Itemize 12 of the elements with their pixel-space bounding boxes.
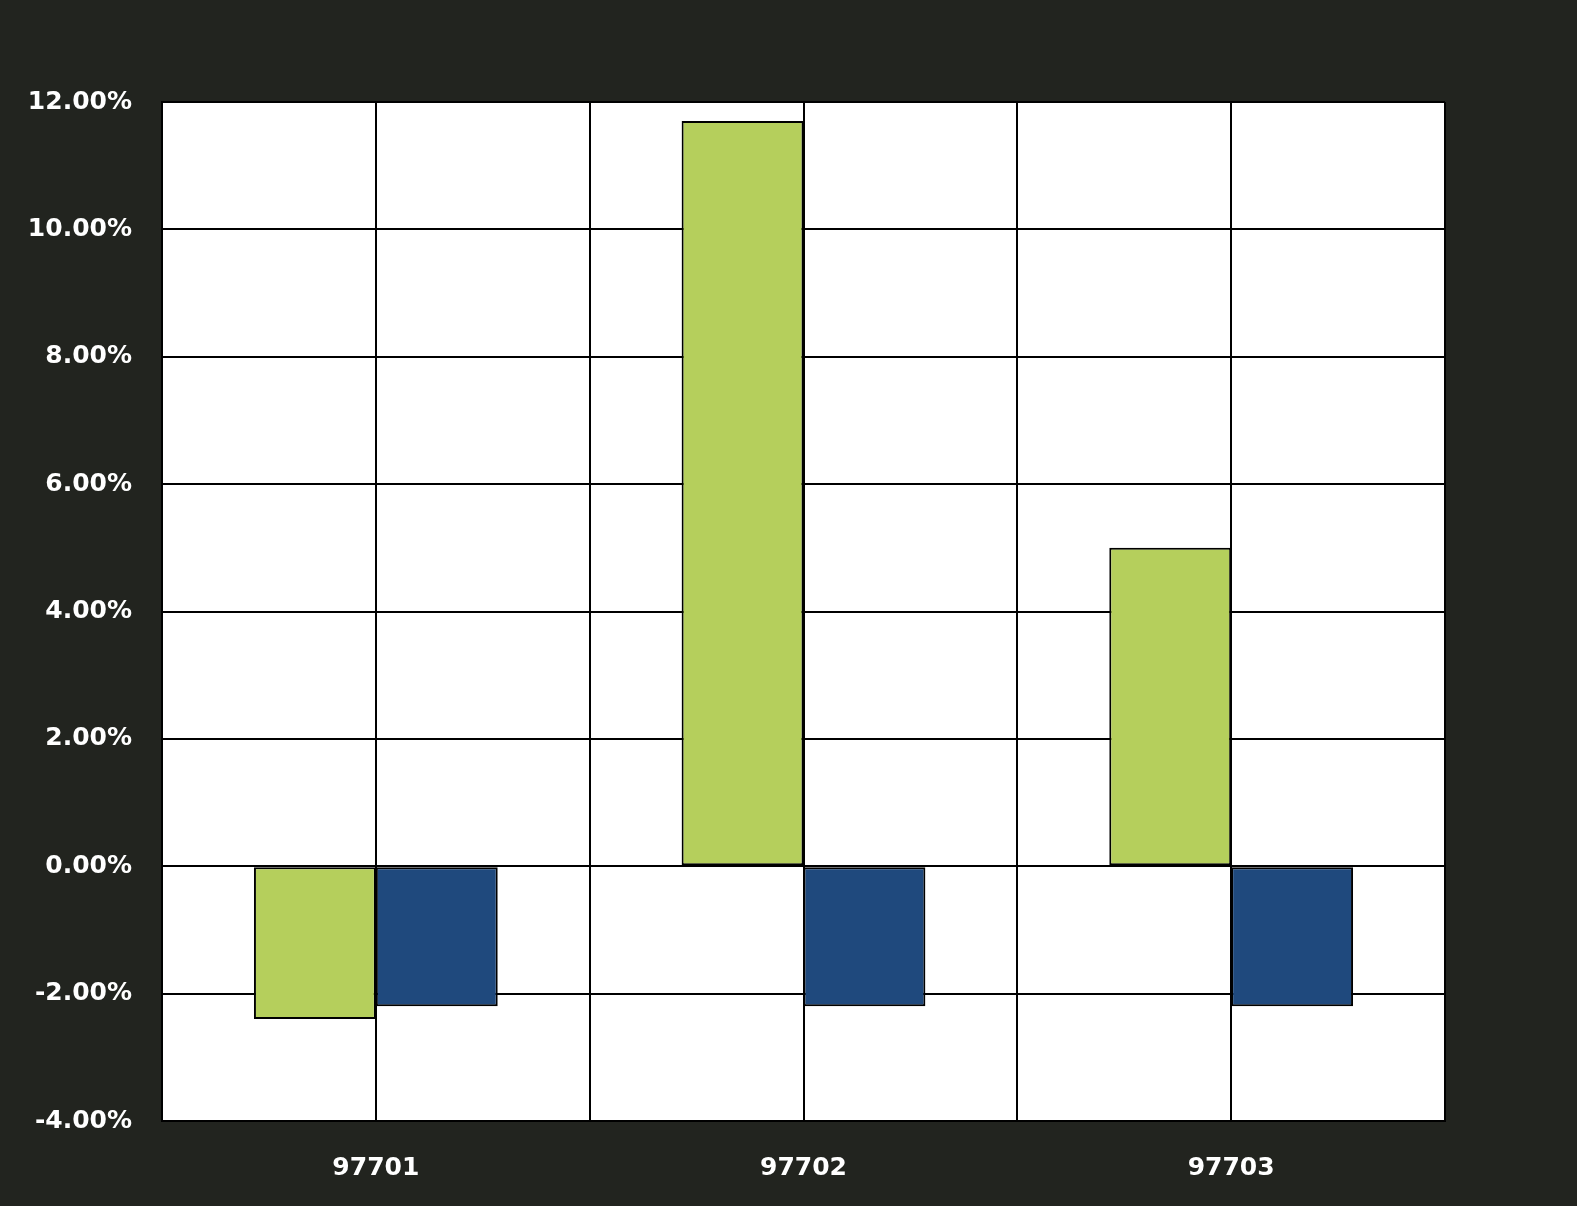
y-tick-label: 2.00%: [45, 722, 132, 752]
y-tick-label: 10.00%: [27, 212, 132, 242]
x-tick-label: 97701: [332, 1151, 420, 1181]
y-tick-label: 8.00%: [45, 340, 132, 370]
x-tick-label: 97702: [760, 1151, 847, 1181]
y-tick-label: 4.00%: [45, 595, 132, 624]
y-tick-label: -4.00%: [34, 1104, 132, 1134]
y-tick-label: -2.00%: [34, 977, 132, 1007]
y-tick-label: 12.00%: [27, 85, 132, 115]
x-tick-label: 97703: [1187, 1151, 1275, 1181]
y-tick-label: 6.00%: [45, 467, 132, 497]
y-tick-label: 0.00%: [45, 849, 132, 879]
